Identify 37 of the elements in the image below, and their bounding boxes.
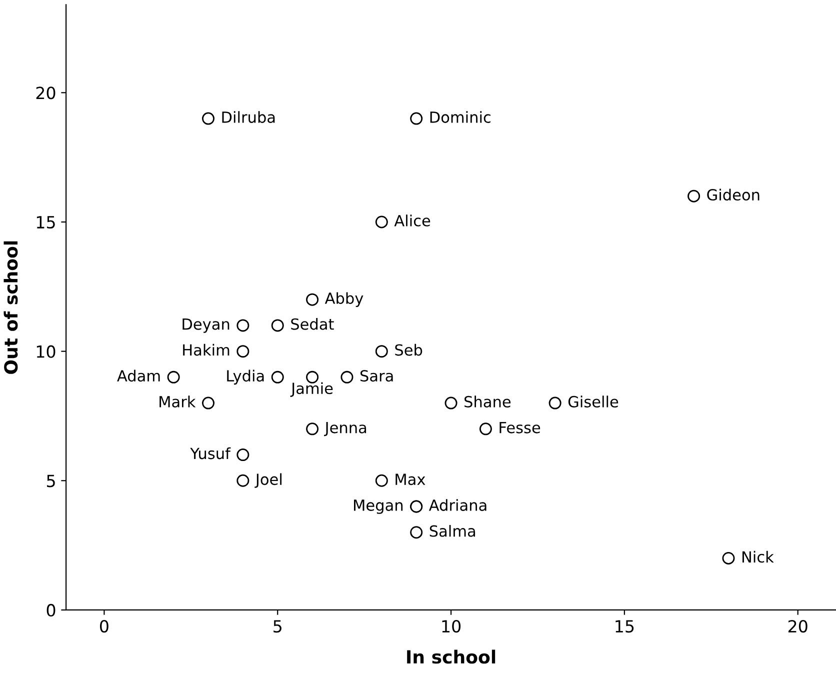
data-label: Nick: [742, 550, 774, 563]
x-tick-label: 15: [616, 620, 634, 633]
data-label: Sara: [360, 370, 393, 382]
data-label: Giselle: [568, 396, 618, 408]
data-label: Joel: [254, 473, 282, 488]
data-label: Shane: [464, 396, 511, 408]
data-label: Lydia: [227, 370, 264, 385]
data-label: Salma: [430, 524, 475, 537]
y-tick-label: 15: [36, 216, 55, 229]
x-tick-label: 5: [274, 620, 282, 633]
data-label: Max: [396, 474, 426, 486]
data-label: Dilruba: [222, 111, 275, 123]
x-tick-label: 10: [442, 620, 461, 633]
data-label: Sedat: [291, 318, 334, 330]
data-label: Deyan: [182, 318, 230, 333]
x-tick-label: 20: [788, 620, 808, 633]
x-tick-label: 0: [100, 620, 108, 633]
data-label: Alice: [394, 214, 430, 226]
data-label: Megan: [354, 500, 403, 514]
y-tick-label: 5: [47, 474, 55, 488]
data-label: Dominic: [430, 111, 490, 123]
y-tick-label: 10: [36, 345, 56, 358]
y-axis-title: Out of school: [4, 241, 18, 374]
data-label: Hakim: [183, 344, 230, 356]
data-label: Seb: [395, 344, 422, 356]
data-label: Adriana: [428, 499, 486, 511]
data-label: Abby: [324, 292, 364, 307]
data-label: Adam: [117, 370, 160, 382]
data-label: Gideon: [707, 188, 760, 201]
data-label: Mark: [160, 396, 196, 408]
y-tick-label: 20: [36, 86, 56, 100]
x-axis-title: In school: [407, 650, 496, 664]
y-tick-label: 0: [46, 604, 56, 617]
data-label: Yusuf: [190, 447, 231, 460]
data-label: Jamie: [290, 382, 333, 397]
data-label: Jenna: [324, 422, 366, 436]
data-label: Fesse: [500, 422, 540, 434]
